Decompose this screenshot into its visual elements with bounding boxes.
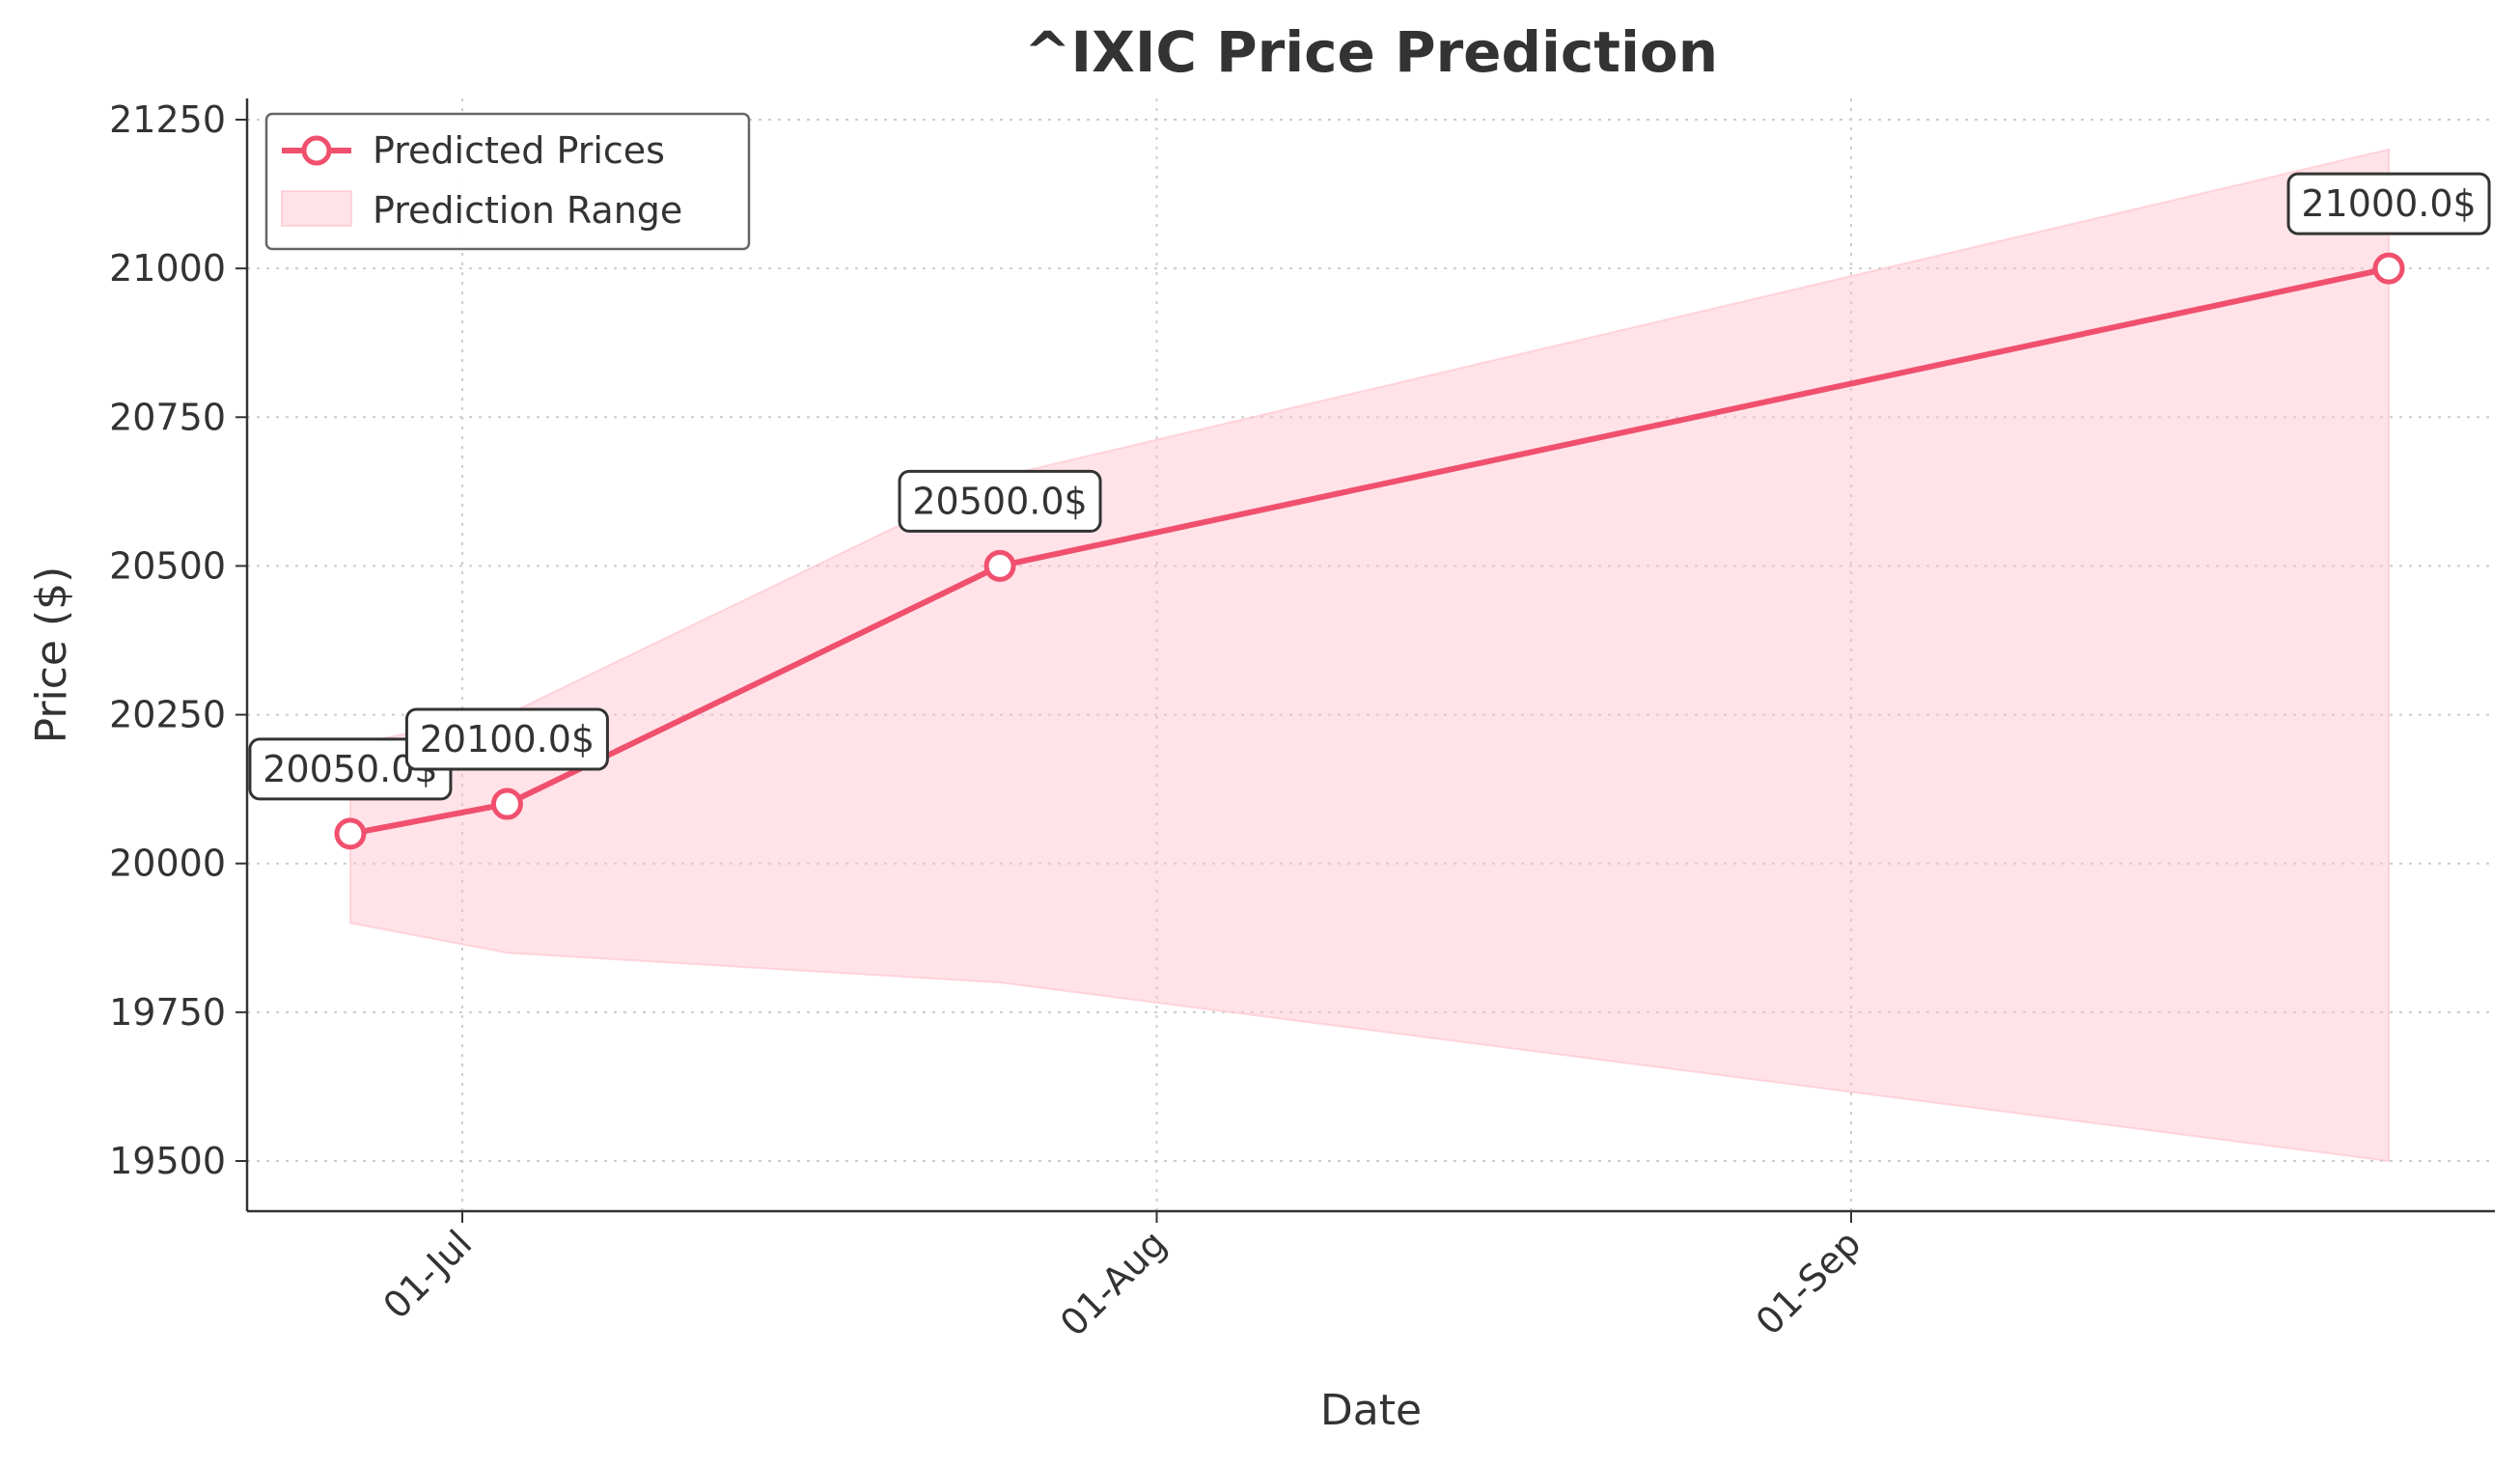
legend: Predicted Prices Prediction Range bbox=[264, 112, 751, 251]
y-tick-label: 20000 bbox=[109, 843, 226, 885]
data-label-box bbox=[898, 469, 1102, 533]
data-label: 21000.0$ bbox=[2301, 182, 2476, 225]
data-point bbox=[983, 549, 1016, 582]
y-tick-label: 21000 bbox=[109, 247, 226, 290]
chart-title: ^IXIC Price Prediction bbox=[1024, 19, 1718, 85]
prediction-range-band bbox=[348, 148, 2391, 1163]
y-axis-label: Price ($) bbox=[27, 567, 76, 744]
x-axis-label: Date bbox=[1320, 1386, 1422, 1435]
y-tick-label: 20500 bbox=[109, 544, 226, 587]
predicted-prices-line bbox=[346, 265, 2393, 837]
x-tick-label: 01-Jul bbox=[374, 1222, 480, 1327]
data-point bbox=[490, 788, 523, 820]
y-tick-label: 19500 bbox=[109, 1140, 226, 1182]
data-label: 20500.0$ bbox=[912, 480, 1087, 522]
legend-area-swatch bbox=[281, 190, 352, 227]
predicted-prices-series bbox=[334, 252, 2405, 850]
legend-label-predicted: Predicted Prices bbox=[373, 129, 665, 172]
data-label-box bbox=[2286, 172, 2491, 235]
y-tick-label: 19750 bbox=[109, 991, 226, 1034]
x-tick-label: 01-Sep bbox=[1748, 1222, 1869, 1343]
grid bbox=[247, 98, 2495, 1211]
legend-marker-swatch bbox=[301, 135, 332, 166]
data-point bbox=[2372, 252, 2405, 285]
legend-box bbox=[264, 112, 751, 251]
legend-label-range: Prediction Range bbox=[373, 189, 682, 232]
data-point bbox=[334, 817, 367, 850]
y-tick-label: 21250 bbox=[109, 98, 226, 141]
data-labels: 20050.0$20100.0$20500.0$21000.0$ bbox=[248, 172, 2491, 801]
data-label-box bbox=[404, 707, 609, 771]
x-tick-label: 01-Aug bbox=[1052, 1222, 1175, 1344]
y-tick-label: 20250 bbox=[109, 694, 226, 736]
data-label: 20100.0$ bbox=[420, 718, 595, 760]
prediction-range-band-group bbox=[348, 148, 2391, 1163]
y-tick-label: 20750 bbox=[109, 396, 226, 438]
